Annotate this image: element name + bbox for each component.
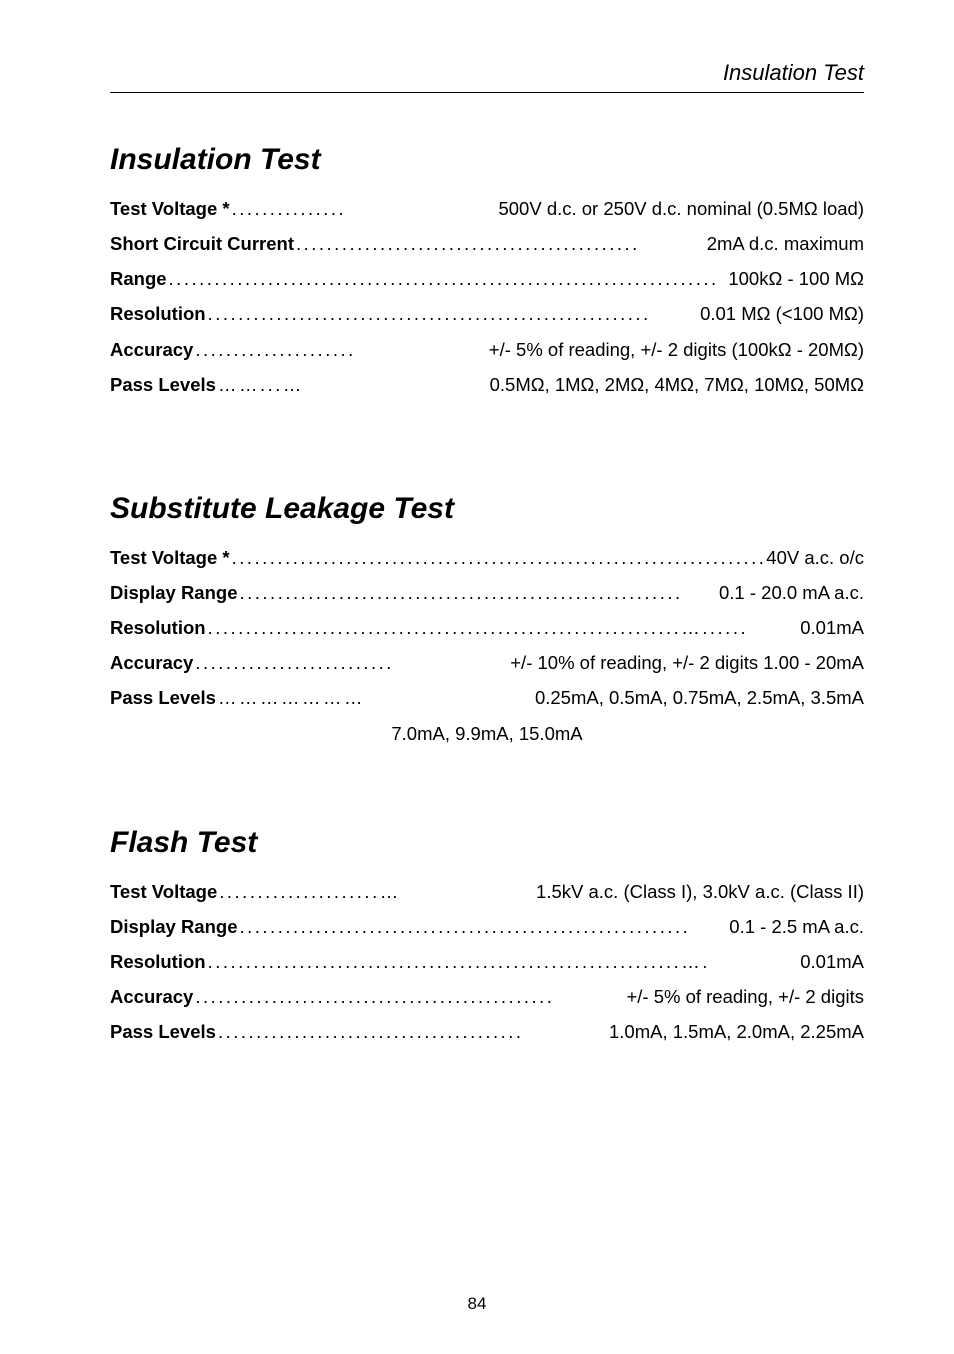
leader-dots: ........................................…	[169, 261, 727, 296]
spec-line: Test Voltage .....................… 1.5k…	[110, 874, 864, 909]
spec-label: Test Voltage	[110, 874, 217, 909]
page-header: Insulation Test	[110, 60, 864, 93]
spec-label: Accuracy	[110, 332, 193, 367]
spec-label: Resolution	[110, 610, 206, 645]
spec-value: 0.1 - 20.0 mA a.c.	[719, 575, 864, 610]
spec-label: Range	[110, 261, 167, 296]
spec-line: Resolution .............................…	[110, 944, 864, 979]
header-title: Insulation Test	[723, 60, 864, 85]
section-title-flash: Flash Test	[110, 826, 864, 860]
leader-dots: ……...…	[218, 367, 488, 402]
section-gap	[110, 751, 864, 826]
spec-value: 1.5kV a.c. (Class I), 3.0kV a.c. (Class …	[536, 874, 864, 909]
spec-value: 500V d.c. or 250V d.c. nominal (0.5MΩ lo…	[498, 191, 864, 226]
spec-extra-center: 7.0mA, 9.9mA, 15.0mA	[110, 716, 864, 751]
spec-line: Range ..................................…	[110, 261, 864, 296]
spec-line: Resolution .............................…	[110, 296, 864, 331]
leader-dots: ........................................…	[208, 296, 699, 331]
leader-dots: ........................................…	[208, 944, 799, 979]
spec-value: 100kΩ - 100 MΩ	[728, 261, 864, 296]
spec-line: Short Circuit Current ..................…	[110, 226, 864, 261]
leader-dots: ........................................…	[208, 610, 799, 645]
spec-value: +/- 5% of reading, +/- 2 digits (100kΩ -…	[489, 332, 864, 367]
spec-line: Pass Levels ............................…	[110, 1014, 864, 1049]
leader-dots: ...............	[232, 191, 497, 226]
leader-dots: …………………	[218, 680, 533, 715]
spec-line: Pass Levels ……...… 0.5MΩ, 1MΩ, 2MΩ, 4MΩ,…	[110, 367, 864, 402]
spec-label: Test Voltage *	[110, 191, 230, 226]
spec-value: 0.5MΩ, 1MΩ, 2MΩ, 4MΩ, 7MΩ, 10MΩ, 50MΩ	[490, 367, 864, 402]
leader-dots: ........................................…	[232, 540, 765, 575]
section-gap	[110, 402, 864, 492]
spec-value: 0.01mA	[800, 944, 864, 979]
spec-value: 0.01mA	[800, 610, 864, 645]
leader-dots: ..........................	[195, 645, 508, 680]
spec-line: Accuracy ..................... +/- 5% of…	[110, 332, 864, 367]
leader-dots: ........................................…	[240, 909, 728, 944]
spec-label: Display Range	[110, 575, 238, 610]
spec-label: Resolution	[110, 296, 206, 331]
leader-dots: ........................................…	[195, 979, 624, 1014]
spec-label: Resolution	[110, 944, 206, 979]
section-title-substitute: Substitute Leakage Test	[110, 492, 864, 526]
page: Insulation Test Insulation Test Test Vol…	[0, 0, 954, 1354]
spec-line: Display Range ..........................…	[110, 909, 864, 944]
spec-label: Pass Levels	[110, 367, 216, 402]
page-number: 84	[0, 1294, 954, 1314]
leader-dots: ........................................…	[296, 226, 705, 261]
leader-dots: ........................................	[218, 1014, 607, 1049]
spec-label: Pass Levels	[110, 680, 216, 715]
spec-value: 40V a.c. o/c	[766, 540, 864, 575]
spec-label: Accuracy	[110, 979, 193, 1014]
leader-dots: .....................…	[219, 874, 534, 909]
spec-line: Display Range ..........................…	[110, 575, 864, 610]
leader-dots: .....................	[195, 332, 486, 367]
leader-dots: ........................................…	[240, 575, 718, 610]
section-title-insulation: Insulation Test	[110, 143, 864, 177]
spec-value: 1.0mA, 1.5mA, 2.0mA, 2.25mA	[609, 1014, 864, 1049]
spec-label: Short Circuit Current	[110, 226, 294, 261]
spec-value: +/- 10% of reading, +/- 2 digits 1.00 - …	[510, 645, 864, 680]
spec-line: Resolution .............................…	[110, 610, 864, 645]
spec-label: Display Range	[110, 909, 238, 944]
spec-value: 2mA d.c. maximum	[707, 226, 864, 261]
spec-line: Pass Levels ………………… 0.25mA, 0.5mA, 0.75m…	[110, 680, 864, 715]
spec-value: 0.25mA, 0.5mA, 0.75mA, 2.5mA, 3.5mA	[535, 680, 864, 715]
spec-line: Accuracy .......................... +/- …	[110, 645, 864, 680]
spec-label: Test Voltage *	[110, 540, 230, 575]
spec-value: +/- 5% of reading, +/- 2 digits	[626, 979, 864, 1014]
spec-value: 0.1 - 2.5 mA a.c.	[729, 909, 864, 944]
spec-value: 0.01 MΩ (<100 MΩ)	[700, 296, 864, 331]
spec-label: Accuracy	[110, 645, 193, 680]
spec-line: Test Voltage * ............... 500V d.c.…	[110, 191, 864, 226]
spec-label: Pass Levels	[110, 1014, 216, 1049]
spec-line: Accuracy ...............................…	[110, 979, 864, 1014]
spec-line: Test Voltage * .........................…	[110, 540, 864, 575]
